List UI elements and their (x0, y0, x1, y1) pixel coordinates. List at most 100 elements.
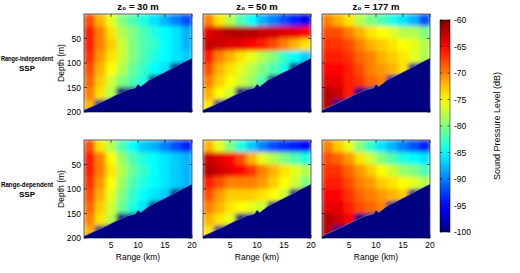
heat-cell (149, 177, 160, 190)
heat-cell (257, 140, 268, 153)
heat-cell (333, 189, 344, 202)
figure: 50100150200z₀ = 30 mDepth (m)Range-indep… (0, 0, 520, 273)
heat-cell (160, 51, 171, 64)
heat-cell (235, 26, 246, 39)
x-tick (230, 14, 231, 112)
plot-area (203, 14, 311, 112)
frame (322, 140, 430, 238)
heat-cell (235, 140, 246, 153)
heat-cell (257, 14, 268, 27)
heat-cell (138, 140, 149, 153)
row-label: SSP (19, 190, 36, 199)
heat-cell (181, 140, 192, 153)
heat-cell (116, 140, 127, 153)
heat-cell (376, 189, 387, 202)
heat-cell (289, 51, 300, 64)
heat-cell (333, 51, 344, 64)
heat-cell (365, 26, 376, 39)
heat-cell (257, 51, 268, 64)
x-tick (376, 14, 377, 112)
heat-cell (344, 63, 355, 76)
heat-cell (365, 63, 376, 76)
heat-cell (398, 177, 409, 190)
x-tick (111, 140, 112, 238)
heat-cell (376, 165, 387, 178)
heat-cell (116, 63, 127, 76)
heat-cell (333, 26, 344, 39)
frame (84, 14, 192, 112)
heat-cell (246, 189, 257, 202)
colorbar-tick (440, 73, 450, 74)
x-tick (165, 140, 166, 238)
heat-cell (170, 152, 181, 165)
heat-cell (257, 165, 268, 178)
heat-cell (84, 177, 95, 190)
y-tick (203, 38, 311, 39)
colorbar-tick-label: -60 (454, 15, 467, 25)
y-tick (203, 87, 311, 88)
heat-cell (322, 88, 333, 101)
heat-cell (127, 26, 138, 39)
heat-cell (95, 63, 106, 76)
x-tick (284, 140, 285, 238)
colorbar-tick (440, 99, 450, 100)
heat-cell (203, 152, 214, 165)
heat-cell (398, 39, 409, 52)
panel-title: z₀ = 50 m (236, 1, 278, 12)
heat-cell (376, 152, 387, 165)
x-tick (349, 140, 350, 238)
heat-cell (203, 51, 214, 64)
x-tick (284, 14, 285, 112)
heat-cell (127, 39, 138, 52)
x-axis-label: Range (km) (116, 252, 161, 262)
x-axis-label: Range (km) (354, 252, 399, 262)
heat-cell (365, 51, 376, 64)
heat-cell (376, 51, 387, 64)
heat-cell (387, 14, 398, 27)
heat-cell (116, 165, 127, 178)
plot-area (203, 140, 311, 238)
heat-cell (235, 75, 246, 88)
colorbar (440, 20, 450, 232)
frame (84, 140, 192, 238)
heat-cell (149, 189, 160, 202)
y-axis-label: Depth (m) (56, 170, 66, 208)
heat-cell (203, 201, 214, 214)
heat-cell (235, 165, 246, 178)
heat-cell (84, 165, 95, 178)
heat-cell (419, 14, 430, 27)
x-tick (138, 14, 139, 112)
y-tick-label: 200 (67, 107, 81, 117)
x-tick-label: 20 (187, 240, 197, 250)
heat-cell (95, 75, 106, 88)
heat-cell (84, 26, 95, 39)
heat-cell (344, 51, 355, 64)
heat-cell (354, 165, 365, 178)
heat-cell (398, 26, 409, 39)
heat-cell (127, 140, 138, 153)
heat-cell (181, 26, 192, 39)
heat-cell (408, 165, 419, 178)
heat-cell (408, 39, 419, 52)
x-tick-label: 10 (371, 240, 381, 250)
heat-cell (106, 75, 117, 88)
heat-cell (387, 26, 398, 39)
y-tick (322, 164, 430, 165)
x-tick (376, 140, 377, 238)
heat-cell (419, 26, 430, 39)
heat-cell (170, 39, 181, 52)
heat-cell (376, 177, 387, 190)
heat-cell (365, 165, 376, 178)
heat-cell (116, 14, 127, 27)
heat-cell (149, 26, 160, 39)
heat-cell (246, 26, 257, 39)
heat-cell (257, 63, 268, 76)
y-tick (203, 238, 311, 239)
heat-cell (160, 177, 171, 190)
seabed (84, 58, 192, 112)
frame (203, 14, 311, 112)
heat-cell (149, 165, 160, 178)
heat-cell (257, 39, 268, 52)
y-tick (203, 112, 311, 113)
heat-cell (203, 39, 214, 52)
